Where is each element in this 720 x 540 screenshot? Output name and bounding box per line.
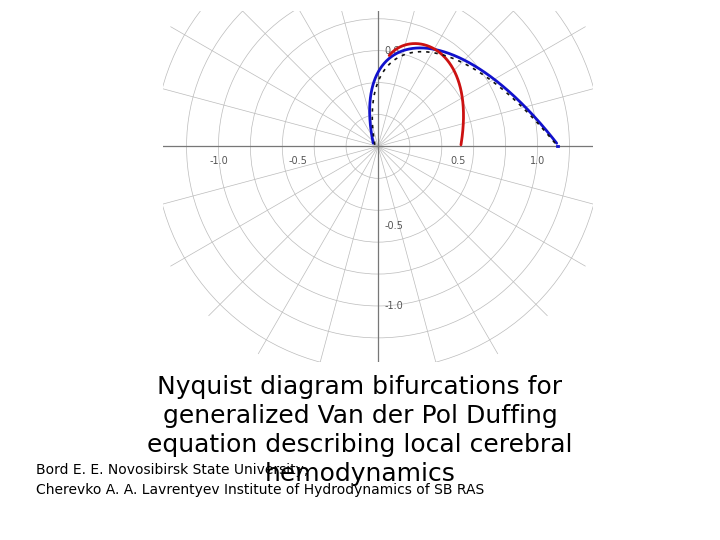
- Text: Bord E. E. Novosibirsk State University,
Cherevko A. A. Lavrentyev Institute of : Bord E. E. Novosibirsk State University,…: [36, 463, 485, 497]
- Text: -0.5: -0.5: [384, 221, 403, 231]
- Text: -1.0: -1.0: [384, 301, 403, 311]
- Text: Nyquist diagram bifurcations for
generalized Van der Pol Duffing
equation descri: Nyquist diagram bifurcations for general…: [148, 375, 572, 485]
- Text: -0.5: -0.5: [289, 156, 307, 166]
- Text: 0.5: 0.5: [450, 156, 465, 166]
- Text: 1.0: 1.0: [530, 156, 545, 166]
- Text: 0.6: 0.6: [384, 46, 400, 56]
- Text: -1.0: -1.0: [209, 156, 228, 166]
